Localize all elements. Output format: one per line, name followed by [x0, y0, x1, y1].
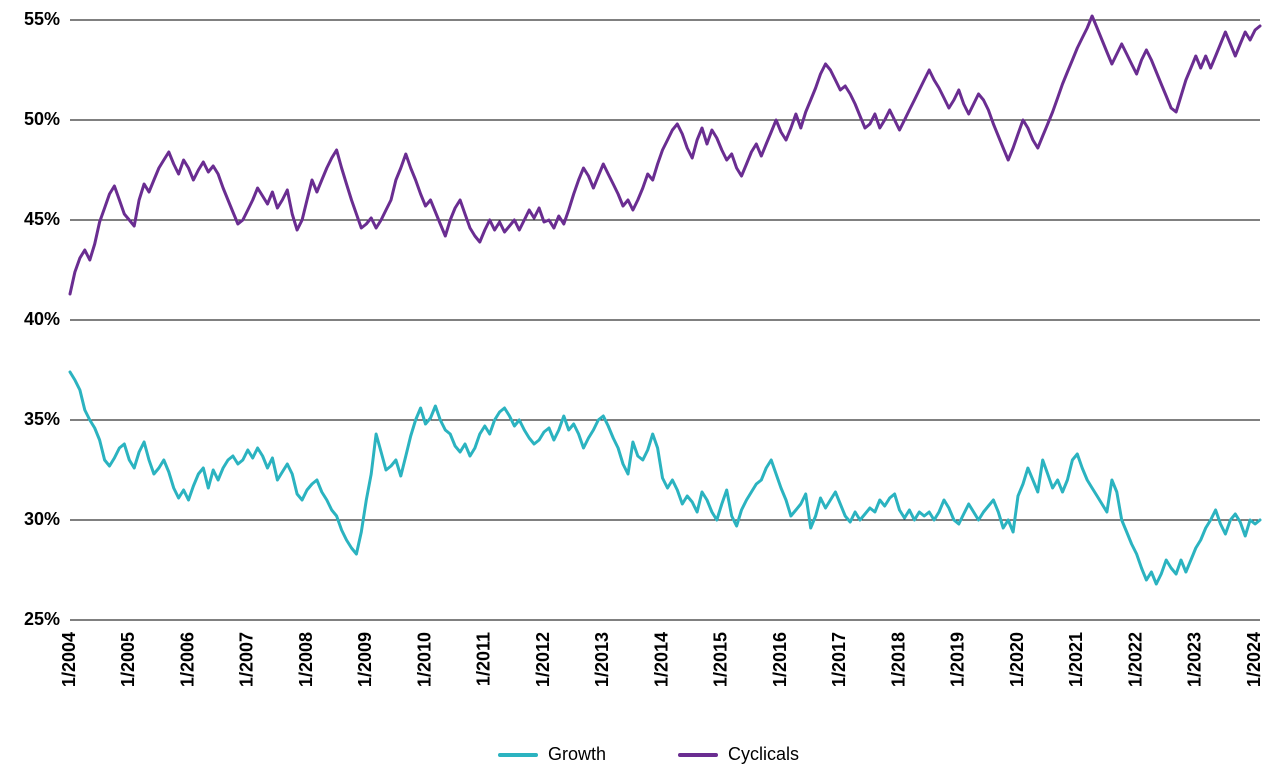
x-tick-label: 1/2020 [1007, 632, 1027, 687]
y-tick-label: 25% [24, 609, 60, 629]
x-tick: 1/2008 [296, 632, 316, 687]
x-tick: 1/2020 [1007, 632, 1027, 687]
y-tick-label: 55% [24, 9, 60, 29]
y-tick-label: 30% [24, 509, 60, 529]
x-tick: 1/2014 [651, 632, 671, 687]
x-tick-label: 1/2018 [888, 632, 908, 687]
x-tick: 1/2012 [533, 632, 553, 687]
x-tick-label: 1/2017 [829, 632, 849, 687]
x-tick-label: 1/2013 [592, 632, 612, 687]
x-tick-label: 1/2024 [1244, 632, 1264, 687]
y-tick-label: 40% [24, 309, 60, 329]
y-tick-label: 50% [24, 109, 60, 129]
line-chart: 25% 30% 35% 40% 45% 50% 55% 1/2004 1/2005 1/2006 1… [0, 0, 1280, 774]
x-tick: 1/2023 [1185, 632, 1205, 687]
x-tick-label: 1/2011 [474, 632, 494, 686]
chart-svg: 25% 30% 35% 40% 45% 50% 55% 1/2004 1/2005 1/2006 1… [0, 0, 1280, 774]
x-tick: 1/2007 [237, 632, 257, 687]
x-tick-label: 1/2010 [414, 632, 434, 687]
legend-label: Growth [548, 744, 606, 764]
x-tick-label: 1/2004 [59, 632, 79, 687]
x-tick: 1/2019 [948, 632, 968, 687]
x-tick: 1/2013 [592, 632, 612, 687]
x-tick-label: 1/2019 [948, 632, 968, 687]
x-tick: 1/2006 [177, 632, 197, 687]
x-tick-label: 1/2021 [1066, 632, 1086, 687]
x-tick-label: 1/2009 [355, 632, 375, 687]
y-tick-label: 35% [24, 409, 60, 429]
x-tick: 1/2018 [888, 632, 908, 687]
legend-label: Cyclicals [728, 744, 799, 764]
x-tick-label: 1/2016 [770, 632, 790, 687]
x-tick-label: 1/2012 [533, 632, 553, 687]
x-tick-label: 1/2023 [1185, 632, 1205, 687]
x-tick-label: 1/2008 [296, 632, 316, 687]
x-tick-label: 1/2006 [177, 632, 197, 687]
x-tick: 1/2024 [1244, 632, 1264, 687]
y-tick-label: 45% [24, 209, 60, 229]
x-tick: 1/2017 [829, 632, 849, 687]
x-tick-label: 1/2005 [118, 632, 138, 687]
x-tick-label: 1/2007 [237, 632, 257, 687]
x-tick: 1/2005 [118, 632, 138, 687]
x-tick: 1/2015 [711, 632, 731, 687]
x-tick-label: 1/2014 [651, 632, 671, 687]
x-tick: 1/2010 [414, 632, 434, 687]
x-tick: 1/2016 [770, 632, 790, 687]
x-tick: 1/2009 [355, 632, 375, 687]
x-tick: 1/2011 [474, 632, 494, 686]
x-tick: 1/2021 [1066, 632, 1086, 687]
x-tick-label: 1/2015 [711, 632, 731, 687]
x-tick: 1/2004 [59, 632, 79, 687]
x-tick: 1/2022 [1125, 632, 1145, 687]
x-tick-label: 1/2022 [1125, 632, 1145, 687]
